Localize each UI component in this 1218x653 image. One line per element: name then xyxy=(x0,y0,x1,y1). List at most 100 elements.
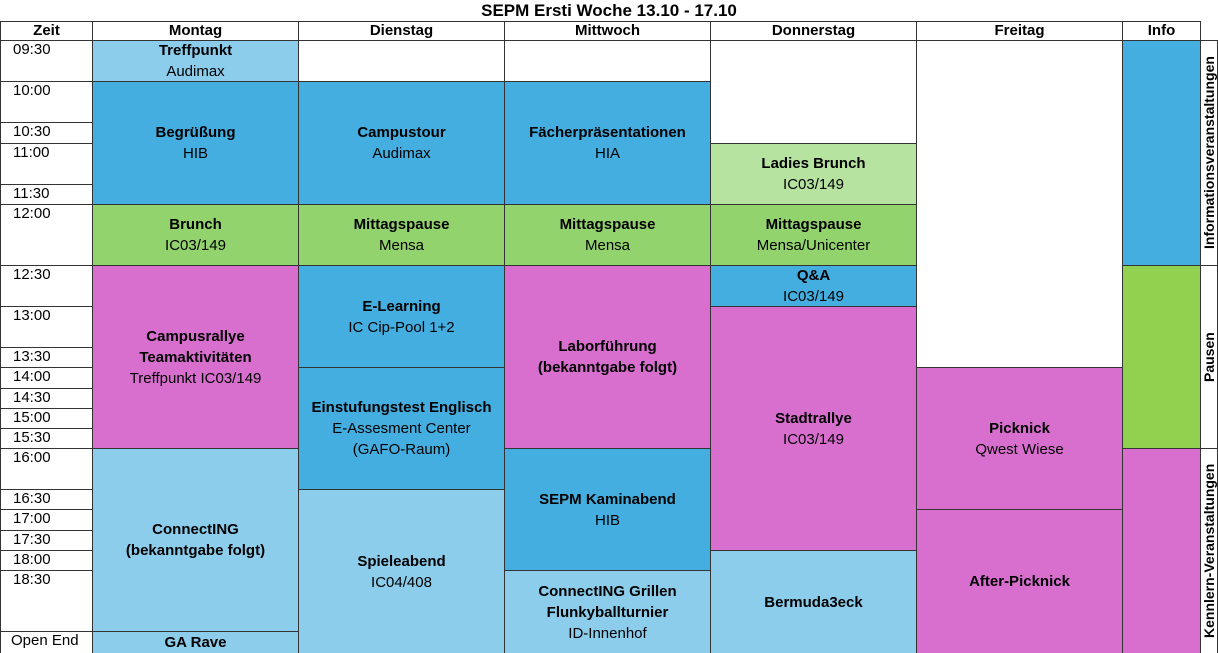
event-detail: HIA xyxy=(594,145,620,162)
event: Picknick Qwest Wiese xyxy=(916,367,1123,510)
time-label: 14:00 xyxy=(0,367,93,389)
event-title: Stadtrallye xyxy=(775,409,852,427)
event-detail: IC Cip-Pool 1+2 xyxy=(348,318,455,336)
info-label: Kennlern-Veranstaltungen xyxy=(1200,448,1218,653)
time-label: 11:00 xyxy=(0,143,93,185)
event-title: After-Picknick xyxy=(969,573,1070,590)
time-label: 15:30 xyxy=(0,428,93,449)
event-title: Treffpunkt xyxy=(158,42,233,59)
time-label: 17:00 xyxy=(0,509,93,531)
event-title: GA Rave xyxy=(164,634,227,651)
event: Treffpunkt Audimax xyxy=(92,40,299,82)
event-detail: IC03/149 xyxy=(783,176,844,193)
event: SEPM Kaminabend HIB xyxy=(504,448,711,571)
event-title: Campusrallye xyxy=(146,327,245,345)
event: Bermuda3eck xyxy=(710,550,917,653)
event: Brunch IC03/149 xyxy=(92,204,299,266)
time-label: 10:00 xyxy=(0,81,93,123)
info-block xyxy=(1122,448,1201,653)
event-detail: IC04/408 xyxy=(371,573,432,591)
event: Campustour Audimax xyxy=(298,81,505,205)
event: ConnectING (bekanntgabe folgt) xyxy=(92,448,299,632)
event: Fächerpräsentationen HIA xyxy=(504,81,711,205)
event-title: Flunkyballturnier xyxy=(546,603,669,621)
event: Mittagspause Mensa xyxy=(504,204,711,266)
column-header: Dienstag xyxy=(298,21,505,41)
time-label: 16:30 xyxy=(0,489,93,510)
column-header: Freitag xyxy=(916,21,1123,41)
event-title: Einstufungstest Englisch xyxy=(311,399,492,416)
event-title: Laborführung xyxy=(558,338,657,355)
event-detail: ID-Innenhof xyxy=(568,624,647,642)
event-title: (bekanntgabe folgt) xyxy=(537,359,678,376)
event-detail: IC03/149 xyxy=(783,288,844,305)
page-title: SEPM Ersti Woche 13.10 - 17.10 xyxy=(481,1,737,20)
time-label: 12:30 xyxy=(0,265,93,307)
time-label: 10:30 xyxy=(0,122,93,144)
info-block xyxy=(1122,265,1201,449)
event-title: Begrüßung xyxy=(155,124,236,141)
event-detail: Mensa xyxy=(584,237,631,254)
event-detail: (GAFO-Raum) xyxy=(352,441,451,458)
time-label: 16:00 xyxy=(0,448,93,490)
empty-cell xyxy=(710,40,917,144)
event-detail: Qwest Wiese xyxy=(975,440,1064,458)
event-title: ConnectING xyxy=(152,521,239,538)
time-label: 18:30 xyxy=(0,570,93,632)
event: Einstufungstest Englisch E-Assesment Cent… xyxy=(298,367,505,490)
column-header: Mittwoch xyxy=(504,21,711,41)
time-label: 13:30 xyxy=(0,347,93,368)
time-label: 12:00 xyxy=(0,204,93,266)
event-title: SEPM Kaminabend xyxy=(539,490,676,508)
event: Mittagspause Mensa/Unicenter xyxy=(710,204,917,266)
event-title: Fächerpräsentationen xyxy=(529,124,686,141)
time-label: 17:30 xyxy=(0,530,93,551)
event-title: Brunch xyxy=(169,216,222,233)
event-detail: Audimax xyxy=(372,145,431,162)
event-title: E-Learning xyxy=(362,297,441,315)
event-title: Campustour xyxy=(357,124,446,141)
time-label: 15:00 xyxy=(0,408,93,429)
column-header: Info xyxy=(1122,21,1201,41)
event-detail: IC03/149 xyxy=(783,430,844,448)
event-detail: HIB xyxy=(182,145,208,162)
event-detail: Treffpunkt IC03/149 xyxy=(129,369,262,387)
event: Begrüßung HIB xyxy=(92,81,299,205)
event: ConnectING Grillen Flunkyballturnier ID-In… xyxy=(504,570,711,653)
time-label: 13:00 xyxy=(0,306,93,348)
empty-cell xyxy=(504,40,711,82)
info-label: Informationsveranstaltungen xyxy=(1200,40,1218,266)
empty-cell xyxy=(298,40,505,82)
column-header: Montag xyxy=(92,21,299,41)
event: Ladies Brunch IC03/149 xyxy=(710,143,917,205)
event-title: Teamaktivitäten xyxy=(139,348,252,366)
column-header: Donnerstag xyxy=(710,21,917,41)
event-detail: Mensa/Unicenter xyxy=(756,237,871,254)
event-title: Bermuda3eck xyxy=(764,593,863,611)
info-block xyxy=(1122,40,1201,266)
empty-cell xyxy=(916,40,1123,368)
time-label: 11:30 xyxy=(0,184,93,205)
event: After-Picknick xyxy=(916,509,1123,653)
column-header: Zeit xyxy=(0,21,93,41)
event-detail: HIB xyxy=(594,511,620,529)
event: GA Rave xyxy=(92,631,299,653)
event-title: Ladies Brunch xyxy=(761,155,866,172)
event: Stadtrallye IC03/149 xyxy=(710,306,917,551)
event-detail: E-Assesment Center xyxy=(332,420,471,437)
event-detail: Mensa xyxy=(378,237,425,254)
info-label: Pausen xyxy=(1200,265,1218,449)
event-title: (bekanntgabe folgt) xyxy=(125,542,266,559)
time-label: 09:30 xyxy=(0,40,93,82)
event: Mittagspause Mensa xyxy=(298,204,505,266)
event: E-Learning IC Cip-Pool 1+2 xyxy=(298,265,505,368)
event-title: Mittagspause xyxy=(765,216,862,233)
event-detail: IC03/149 xyxy=(165,237,226,254)
time-label: 14:30 xyxy=(0,388,93,409)
time-label: Open End xyxy=(0,631,93,653)
event-detail: Audimax xyxy=(166,63,225,80)
time-label: 18:00 xyxy=(0,550,93,571)
event-title: Mittagspause xyxy=(559,216,656,233)
event-title: Mittagspause xyxy=(353,216,450,233)
